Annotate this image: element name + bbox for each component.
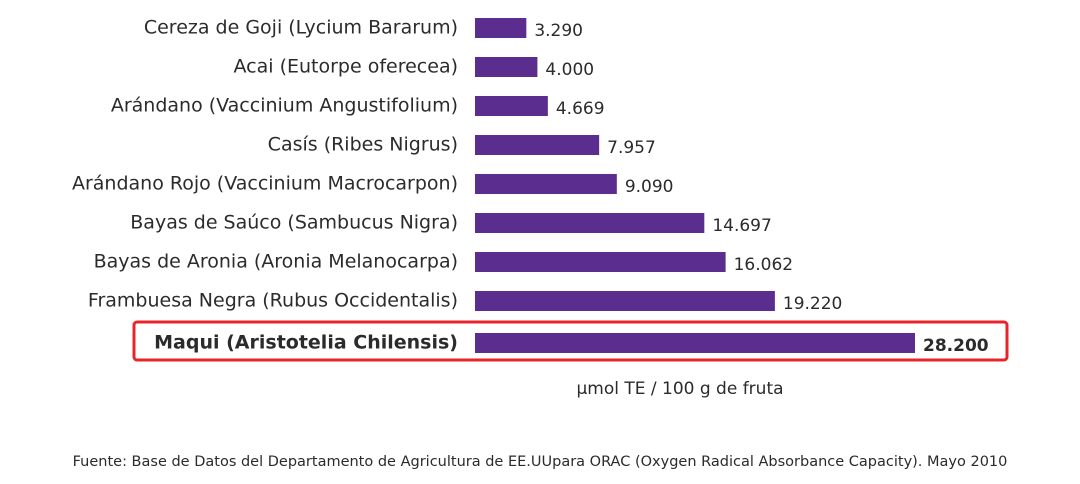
value-label: 28.200	[923, 336, 989, 356]
bar	[475, 213, 705, 233]
category-label: Arándano Rojo (Vaccinium Macrocarpon)	[72, 173, 458, 195]
value-label: 16.062	[734, 255, 793, 275]
category-label: Acai (Eutorpe oferecea)	[234, 56, 458, 78]
category-label: Bayas de Saúco (Sambucus Nigra)	[130, 212, 458, 234]
bar	[475, 174, 617, 194]
bar	[475, 333, 915, 353]
category-label: Arándano (Vaccinium Angustifolium)	[111, 95, 458, 117]
bar	[475, 252, 726, 272]
category-label: Maqui (Aristotelia Chilensis)	[154, 332, 458, 354]
source-note: Fuente: Base de Datos del Departamento d…	[73, 454, 1008, 470]
category-label: Bayas de Aronia (Aronia Melanocarpa)	[94, 251, 458, 273]
bar	[475, 96, 548, 116]
bar	[475, 291, 775, 311]
bar	[475, 57, 538, 77]
value-label: 4.000	[545, 60, 594, 80]
value-label: 3.290	[534, 21, 583, 41]
bar	[475, 135, 600, 155]
value-label: 19.220	[783, 294, 842, 314]
category-label: Casís (Ribes Nigrus)	[268, 134, 458, 156]
value-label: 14.697	[712, 216, 771, 236]
bar	[475, 18, 527, 38]
value-label: 9.090	[625, 177, 674, 197]
axis-label: µmol TE / 100 g de fruta	[576, 379, 783, 399]
value-label: 7.957	[607, 138, 656, 158]
highlight-box	[132, 320, 1009, 362]
category-label: Frambuesa Negra (Rubus Occidentalis)	[88, 290, 458, 312]
value-label: 4.669	[556, 99, 605, 119]
category-label: Cereza de Goji (Lycium Bararum)	[144, 17, 458, 39]
